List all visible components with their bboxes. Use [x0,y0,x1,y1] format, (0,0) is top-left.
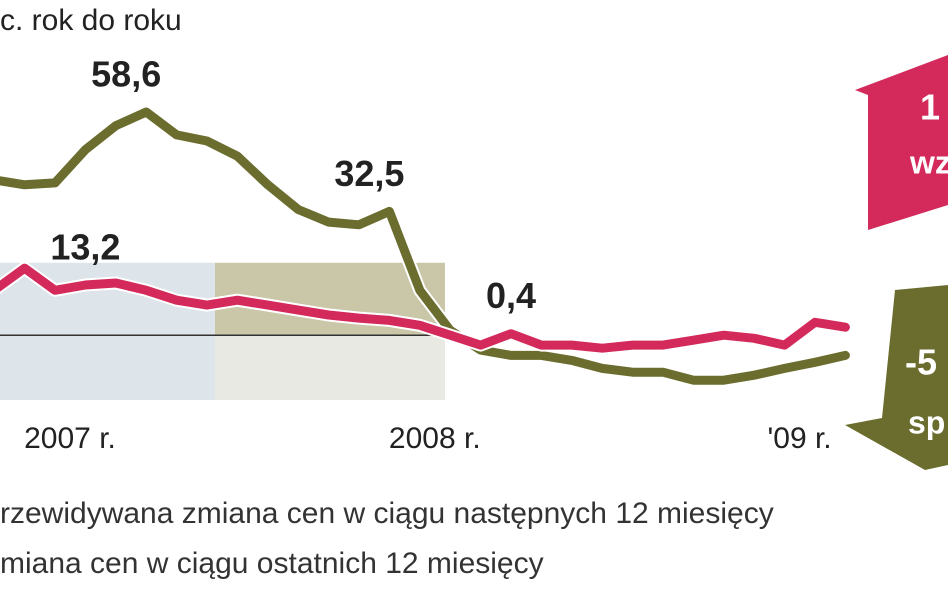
x-tick-label: '09 r. [768,422,832,455]
x-tick-label: 2007 r. [24,422,116,455]
data-label: 32,5 [334,153,404,194]
data-label: 0,4 [486,275,536,316]
annotation: wz [909,144,948,180]
annotation: 1 [920,87,940,128]
data-label: 58,6 [91,54,161,95]
legend-label: rzewidywana zmiana cen w ciągu następnyc… [0,497,774,530]
x-tick-label: 2008 r. [389,422,481,455]
series-line [0,263,850,353]
shaded-region [215,335,445,400]
chart-title: c. rok do roku [0,4,182,37]
legend: rzewidywana zmiana cen w ciągu następnyc… [0,497,774,580]
series-line [0,107,850,385]
legend-label: miana cen w ciągu ostatnich 12 miesięcy [0,547,544,580]
arrow-down [845,285,948,470]
annotation: -5 [905,342,937,383]
annotation: sp [908,404,945,440]
arrow-up [855,55,948,230]
data-label: 13,2 [50,226,120,267]
